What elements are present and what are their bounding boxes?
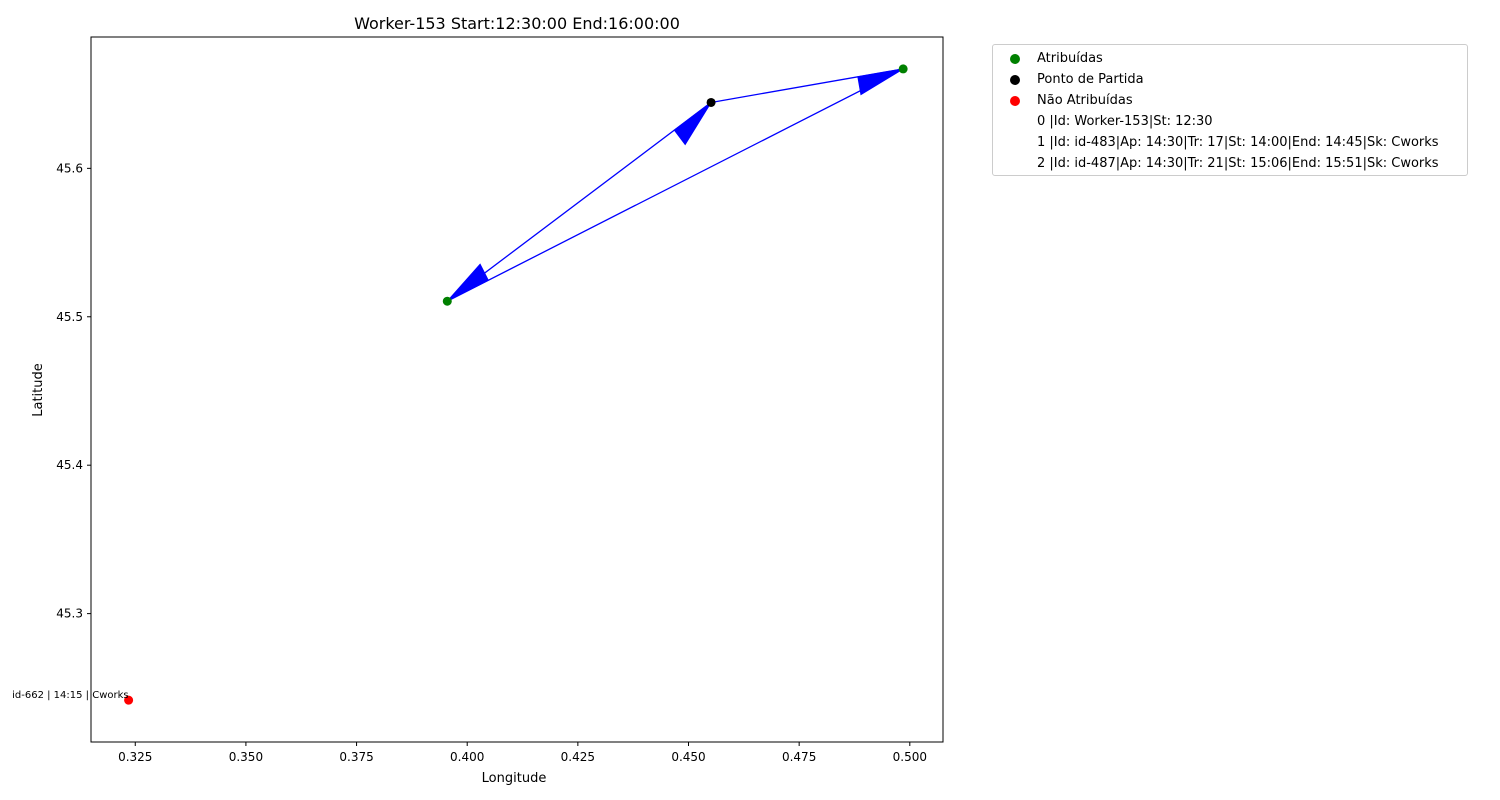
legend-entry-stop-0: 0 |Id: Worker-153|St: 12:30 — [993, 111, 1467, 132]
legend-label: 1 |Id: id-483|Ap: 14:30|Tr: 17|St: 14:00… — [1037, 135, 1439, 150]
legend-entry-atribuidas: Atribuídas — [993, 48, 1467, 69]
y-tick-label: 45.5 — [56, 310, 83, 324]
data-points: id-662 | 14:15 | Cworks — [12, 64, 908, 705]
route-arrowhead-2 — [673, 102, 712, 146]
point-label: id-662 | 14:15 | Cworks — [12, 690, 128, 701]
data-point — [124, 695, 134, 705]
legend-marker-black — [1010, 74, 1020, 85]
x-tick-label: 0.425 — [561, 750, 595, 764]
x-axis-ticks: 0.325 0.350 0.375 0.400 0.425 0.450 0.475 0.500 — [118, 742, 927, 764]
legend-entry-stop-1: 1 |Id: id-483|Ap: 14:30|Tr: 17|St: 14:00… — [993, 132, 1467, 153]
data-point — [706, 97, 716, 107]
legend-label: 2 |Id: id-487|Ap: 14:30|Tr: 21|St: 15:06… — [1037, 156, 1439, 171]
legend-label: 0 |Id: Worker-153|St: 12:30 — [1037, 114, 1213, 129]
legend-label: Ponto de Partida — [1037, 72, 1144, 87]
x-tick-label: 0.450 — [671, 750, 705, 764]
x-axis-label: Longitude — [482, 771, 547, 786]
route-arrows — [446, 68, 904, 302]
y-axis-ticks: 45.3 45.4 45.5 45.6 — [56, 161, 91, 621]
chart-legend: Atribuídas Ponto de Partida Não Atribuíd… — [992, 44, 1468, 176]
legend-marker-green — [1010, 53, 1020, 64]
chart-title: Worker-153 Start:12:30:00 End:16:00:00 — [354, 14, 680, 33]
y-tick-label: 45.6 — [56, 161, 83, 175]
route-arrowhead-1 — [446, 263, 489, 302]
x-tick-label: 0.400 — [450, 750, 484, 764]
legend-entry-stop-2: 2 |Id: id-487|Ap: 14:30|Tr: 21|St: 15:06… — [993, 153, 1467, 174]
plot-area-frame — [90, 36, 944, 743]
data-point — [442, 296, 452, 306]
data-point — [898, 64, 908, 74]
legend-marker-red — [1010, 95, 1020, 106]
x-tick-label: 0.325 — [118, 750, 152, 764]
route-segment-2 — [446, 101, 712, 302]
y-axis-label: Latitude — [31, 363, 46, 417]
route-segment-1 — [446, 68, 904, 302]
x-tick-label: 0.375 — [339, 750, 373, 764]
y-tick-label: 45.3 — [56, 607, 83, 621]
y-tick-label: 45.4 — [56, 458, 83, 472]
x-tick-label: 0.350 — [229, 750, 263, 764]
legend-entry-nao-atribuidas: Não Atribuídas — [993, 90, 1467, 111]
x-tick-label: 0.500 — [893, 750, 927, 764]
legend-label: Atribuídas — [1037, 51, 1103, 66]
x-tick-label: 0.475 — [782, 750, 816, 764]
legend-label: Não Atribuídas — [1037, 93, 1133, 108]
legend-entry-ponto-de-partida: Ponto de Partida — [993, 69, 1467, 90]
